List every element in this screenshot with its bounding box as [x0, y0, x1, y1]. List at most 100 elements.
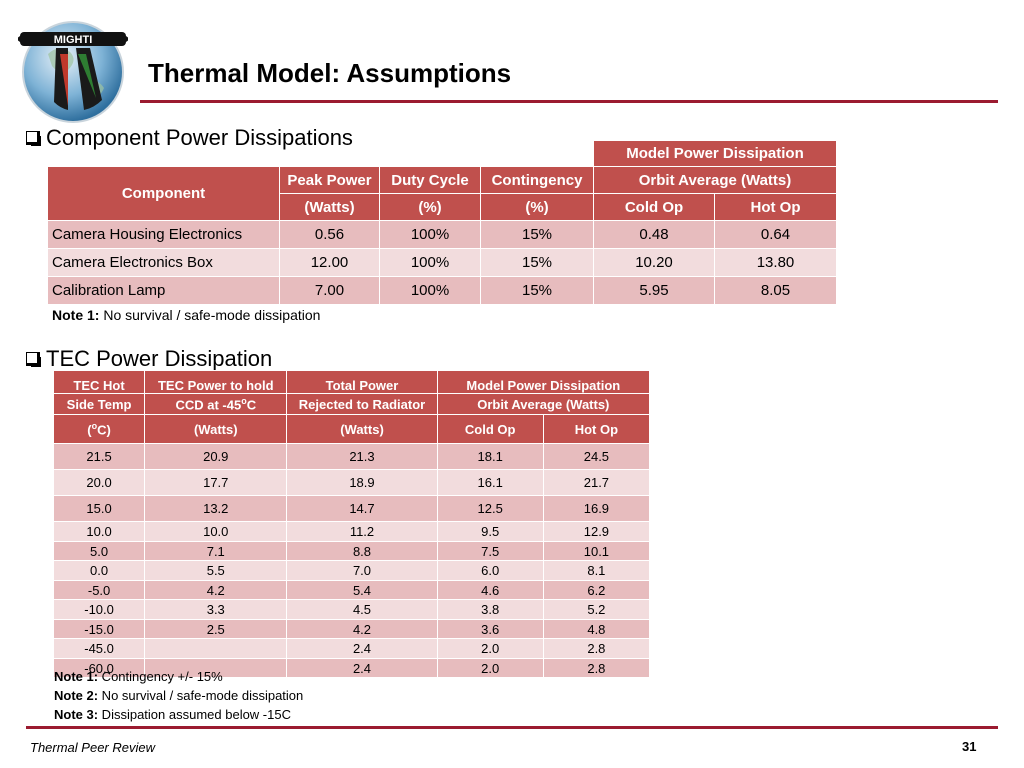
- cell-contingency: 15%: [480, 248, 594, 277]
- header-tec-hot-line1: TEC Hot: [52, 370, 146, 394]
- cell-tec: 17.7: [144, 469, 288, 496]
- table-row: 10.0 10.0 11.2 9.5 12.9: [52, 521, 651, 542]
- cell-peak: 12.00: [279, 248, 380, 277]
- cell-temp: 15.0: [52, 495, 146, 522]
- tec-table-notes: Note 1: Contingency +/- 15% Note 2: No s…: [54, 667, 303, 724]
- section-heading-tec-power: TEC Power Dissipation: [26, 346, 272, 372]
- header-tec-hot-line3: (oC): [52, 414, 146, 444]
- cell-total: 5.4: [286, 580, 438, 600]
- logo-text: MIGHTI: [54, 34, 93, 46]
- note-text: No survival / safe-mode dissipation: [99, 307, 321, 323]
- header-tec-power-line1: TEC Power to hold: [144, 370, 288, 394]
- cell-component: Camera Electronics Box: [47, 248, 280, 277]
- header-contingency: Contingency: [480, 166, 594, 194]
- table-row: -5.0 4.2 5.4 4.6 6.2: [52, 580, 651, 600]
- table-row: Calibration Lamp 7.00 100% 15% 5.95 8.05: [47, 276, 837, 305]
- header-hot-op: Hot Op: [542, 414, 651, 444]
- header-model-line2: Orbit Average (Watts): [436, 393, 651, 415]
- cell-hot: 8.05: [714, 276, 837, 305]
- cell-tec: 20.9: [144, 443, 288, 470]
- cell-temp: 10.0: [52, 521, 146, 542]
- footer-divider: [26, 726, 998, 729]
- header-cold-op: Cold Op: [593, 193, 715, 221]
- cell-component: Camera Housing Electronics: [47, 220, 280, 249]
- cell-cold: 0.48: [593, 220, 715, 249]
- cell-tec: 13.2: [144, 495, 288, 522]
- header-contingency-unit: (%): [480, 193, 594, 221]
- footer-text: Thermal Peer Review: [30, 740, 155, 755]
- cell-tec: [144, 638, 288, 659]
- cell-cold: 3.8: [436, 599, 544, 620]
- cell-total: 2.4: [286, 658, 438, 678]
- cell-tec: 10.0: [144, 521, 288, 542]
- page-title: Thermal Model: Assumptions: [148, 58, 512, 88]
- title-divider: [140, 100, 998, 103]
- cell-hot: 8.1: [542, 560, 651, 581]
- mighti-logo: MIGHTI: [16, 14, 130, 124]
- header-total-power-line2: Rejected to Radiator: [286, 393, 438, 415]
- checkbox-bullet-icon: [26, 131, 41, 146]
- header-tec-hot-line2: Side Temp: [52, 393, 146, 415]
- table-row: -10.0 3.3 4.5 3.8 5.2: [52, 599, 651, 620]
- header-hot-op: Hot Op: [714, 193, 837, 221]
- checkbox-bullet-icon: [26, 352, 41, 367]
- cell-cold: 4.6: [436, 580, 544, 600]
- cell-temp: 20.0: [52, 469, 146, 496]
- cell-total: 4.2: [286, 619, 438, 639]
- cell-hot: 16.9: [542, 495, 651, 522]
- cell-tec: 2.5: [144, 619, 288, 639]
- table-row: 0.0 5.5 7.0 6.0 8.1: [52, 560, 651, 581]
- cell-total: 21.3: [286, 443, 438, 470]
- cell-contingency: 15%: [480, 276, 594, 305]
- section-heading-text: TEC Power Dissipation: [46, 346, 273, 371]
- table-row: Camera Electronics Box 12.00 100% 15% 10…: [47, 248, 837, 277]
- cell-cold: 3.6: [436, 619, 544, 639]
- note-2: Note 2: No survival / safe-mode dissipat…: [54, 688, 304, 703]
- cell-cold: 10.20: [593, 248, 715, 277]
- cell-temp: 0.0: [52, 560, 146, 581]
- cell-temp: -5.0: [52, 580, 146, 600]
- note-component-table: Note 1: No survival / safe-mode dissipat…: [52, 307, 320, 323]
- cell-tec: [144, 658, 288, 678]
- cell-temp: -10.0: [52, 599, 146, 620]
- cell-cold: 2.0: [436, 638, 544, 659]
- cell-hot: 13.80: [714, 248, 837, 277]
- table-row: Camera Housing Electronics 0.56 100% 15%…: [47, 220, 837, 249]
- cell-hot: 12.9: [542, 521, 651, 542]
- cell-hot: 24.5: [542, 443, 651, 470]
- cell-temp: -60.0: [52, 658, 146, 678]
- section-heading-component-power: Component Power Dissipations: [26, 125, 353, 151]
- cell-cold: 16.1: [436, 469, 544, 496]
- cell-cold: 18.1: [436, 443, 544, 470]
- cell-temp: 5.0: [52, 541, 146, 561]
- cell-total: 8.8: [286, 541, 438, 561]
- cell-cold: 7.5: [436, 541, 544, 561]
- cell-cold: 6.0: [436, 560, 544, 581]
- cell-tec: 4.2: [144, 580, 288, 600]
- cell-hot: 4.8: [542, 619, 651, 639]
- table-row: -45.0 2.4 2.0 2.8: [52, 638, 651, 659]
- cell-temp: -15.0: [52, 619, 146, 639]
- cell-hot: 2.8: [542, 658, 651, 678]
- table-row: 5.0 7.1 8.8 7.5 10.1: [52, 541, 651, 561]
- cell-cold: 5.95: [593, 276, 715, 305]
- header-model-line2: Orbit Average (Watts): [593, 166, 837, 194]
- section-heading-text: Component Power Dissipations: [46, 125, 353, 150]
- cell-total: 4.5: [286, 599, 438, 620]
- header-cold-op: Cold Op: [436, 414, 544, 444]
- header-tec-power-line3: (Watts): [144, 414, 288, 444]
- cell-peak: 7.00: [279, 276, 380, 305]
- table-row: 15.0 13.2 14.7 12.5 16.9: [52, 495, 651, 522]
- table-row: 20.0 17.7 18.9 16.1 21.7: [52, 469, 651, 496]
- cell-peak: 0.56: [279, 220, 380, 249]
- cell-cold: 12.5: [436, 495, 544, 522]
- note-label: Note 1:: [52, 307, 100, 323]
- cell-duty: 100%: [379, 220, 481, 249]
- cell-cold: 2.0: [436, 658, 544, 678]
- cell-total: 18.9: [286, 469, 438, 496]
- cell-duty: 100%: [379, 248, 481, 277]
- table-row: -15.0 2.5 4.2 3.6 4.8: [52, 619, 651, 639]
- header-model-line1: Model Power Dissipation: [436, 370, 651, 394]
- header-duty-cycle-unit: (%): [379, 193, 481, 221]
- note-3: Note 3: Dissipation assumed below -15C: [54, 707, 291, 722]
